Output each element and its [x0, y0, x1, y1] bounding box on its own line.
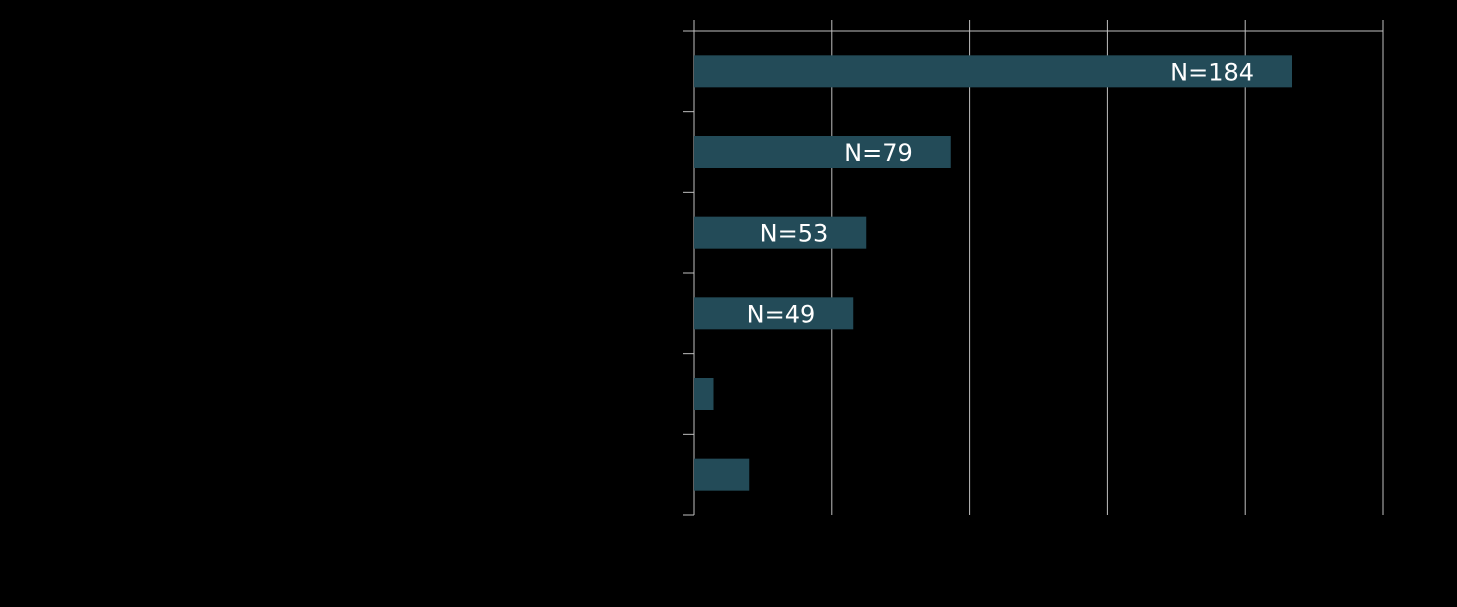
y-axis	[683, 20, 695, 516]
bar	[694, 216, 867, 249]
bar	[694, 55, 1292, 88]
bar	[694, 458, 750, 491]
bar-value-label: N=49	[747, 300, 816, 328]
x-gridlines	[694, 20, 1384, 515]
bar	[694, 297, 854, 330]
bars	[694, 55, 1292, 491]
bar-value-label: N=184	[1170, 58, 1254, 86]
bar	[694, 136, 951, 168]
bar	[694, 378, 714, 410]
bar-value-label: N=79	[844, 139, 913, 167]
data-labels: N=184 N=79 N=53 N=49	[747, 58, 1254, 328]
bar-value-label: N=53	[760, 220, 829, 248]
